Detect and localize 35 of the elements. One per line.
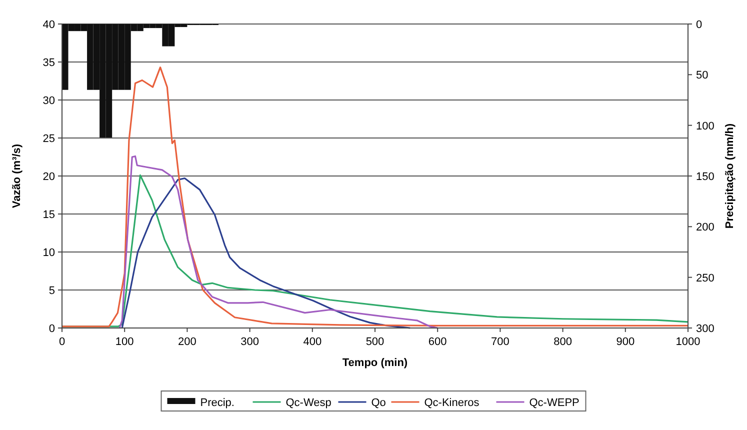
y2-tick-label: 0: [696, 19, 702, 31]
y-tick-label: 20: [42, 171, 55, 183]
y2-tick-label: 150: [696, 171, 714, 183]
x-tick-label: 400: [303, 336, 322, 348]
y2-tick-label: 50: [696, 70, 708, 82]
legend-label: Qc-WEPP: [529, 397, 580, 409]
legend-label: Qo: [371, 397, 386, 409]
y-tick-label: 35: [42, 57, 55, 69]
y-tick-label: 30: [42, 95, 55, 107]
y-tick-label: 15: [42, 209, 55, 221]
y2-tick-label: 200: [696, 222, 714, 234]
x-tick-label: 600: [428, 336, 447, 348]
y-axis-title: Vazão (m³/s): [11, 144, 23, 208]
x-tick-label: 500: [366, 336, 384, 348]
y-tick-label: 40: [42, 19, 55, 31]
legend-label: Qc-Kineros: [424, 397, 480, 409]
x-tick-label: 300: [240, 336, 259, 348]
y2-axis-title: Precipitação (mm/h): [724, 123, 736, 229]
x-tick-label: 200: [178, 336, 196, 348]
x-axis-title: Tempo (min): [342, 357, 408, 369]
y-tick-label: 25: [42, 133, 55, 145]
legend-label: Qc-Wesp: [286, 397, 332, 409]
y2-tick-label: 250: [696, 272, 714, 284]
y-tick-label: 10: [42, 247, 55, 259]
legend-label: Precip.: [200, 397, 234, 409]
x-tick-label: 1000: [676, 336, 700, 348]
y2-tick-label: 100: [696, 120, 714, 132]
y-tick-label: 0: [48, 323, 55, 335]
y2-tick-label: 300: [696, 323, 714, 335]
x-tick-label: 0: [58, 336, 66, 348]
x-tick-label: 900: [616, 336, 635, 348]
y-tick-label: 5: [48, 285, 55, 297]
x-tick-label: 700: [491, 336, 510, 348]
x-tick-label: 800: [554, 336, 572, 348]
x-tick-label: 100: [115, 336, 134, 348]
